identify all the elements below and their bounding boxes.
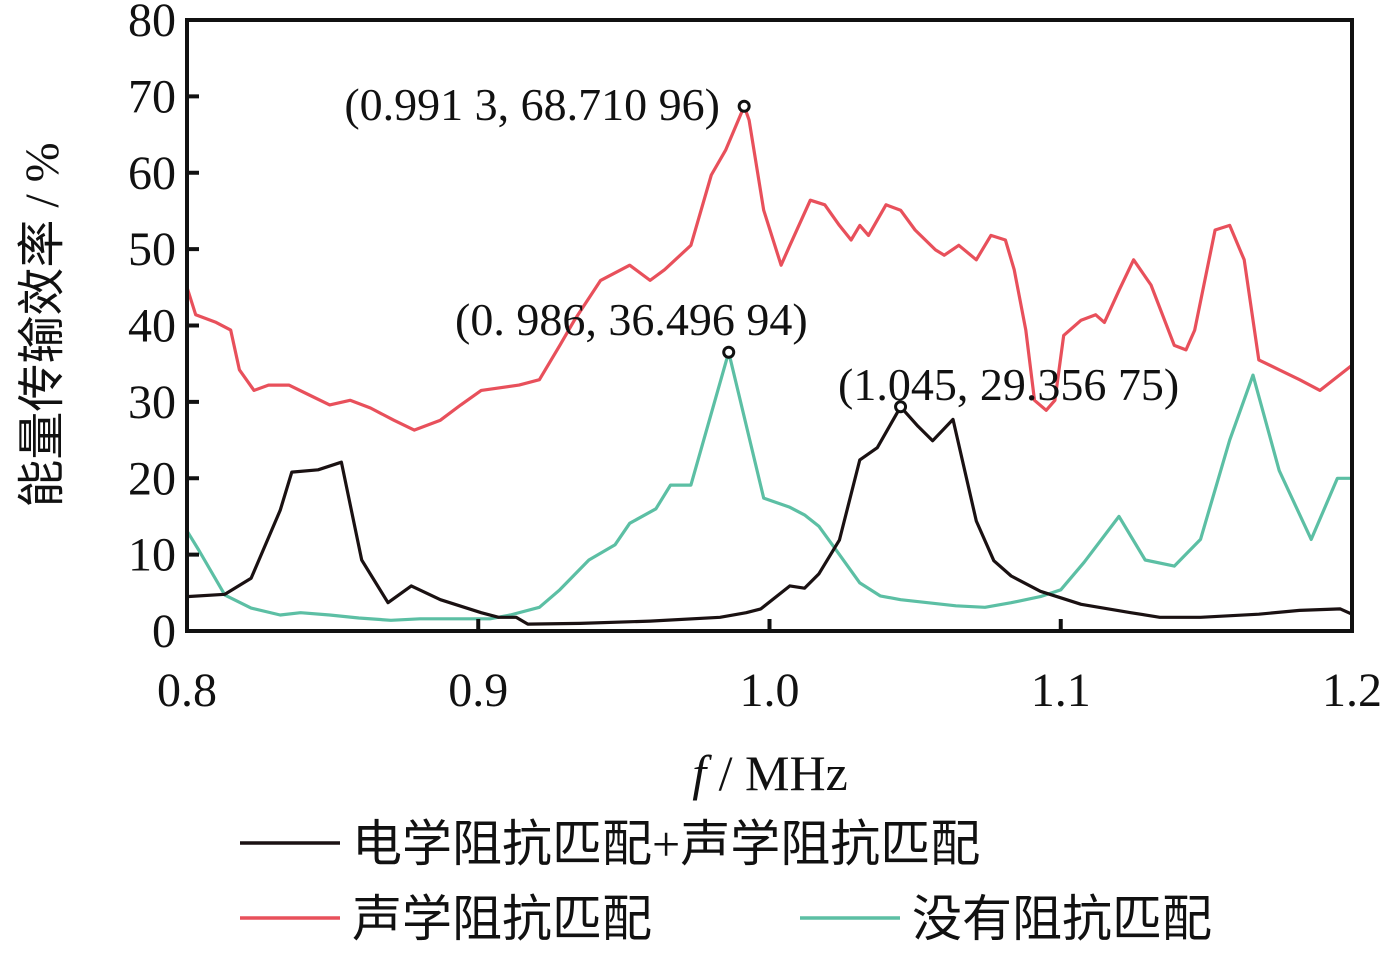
x-tick-label: 0.9 bbox=[448, 664, 508, 717]
series-line-1 bbox=[185, 104, 1353, 432]
y-tick-label: 20 bbox=[128, 452, 176, 505]
annotation-label: (1.045, 29.356 75) bbox=[838, 359, 1179, 410]
annotation-label: (0. 986, 36.496 94) bbox=[455, 294, 808, 345]
series-line-2 bbox=[185, 350, 1352, 622]
y-tick-label: 40 bbox=[128, 300, 176, 353]
y-tick-label: 30 bbox=[128, 376, 176, 429]
axis-ticks: 0 10 20 30 40 50 60 70 80 0.8 0.9 1.0 1.1 1.2 bbox=[128, 0, 1382, 717]
legend-label: 没有阻抗匹配 bbox=[912, 891, 1212, 947]
x-tick-label: 1.1 bbox=[1031, 664, 1091, 717]
legend-label: 电学阻抗匹配+声学阻抗匹配 bbox=[352, 816, 980, 872]
y-tick-label: 0 bbox=[152, 605, 176, 658]
y-tick-label: 60 bbox=[128, 147, 176, 200]
annotation-marker bbox=[737, 99, 751, 113]
y-tick-label: 50 bbox=[128, 223, 176, 276]
annotations: (0.991 3, 68.710 96) (0. 986, 36.496 94) (… bbox=[344, 79, 1179, 414]
annotation-marker bbox=[894, 400, 908, 414]
series-line-0 bbox=[186, 405, 1353, 626]
annotation-label: (0.991 3, 68.710 96) bbox=[344, 79, 720, 130]
x-axis-label: f / MHz bbox=[692, 745, 848, 801]
y-axis-label: 能量传输效率 / % bbox=[16, 142, 69, 507]
annotation-marker bbox=[722, 345, 736, 359]
x-tick-label: 1.0 bbox=[740, 664, 800, 717]
x-tick-label: 1.2 bbox=[1322, 664, 1382, 717]
series-layer bbox=[185, 104, 1353, 626]
legend-label: 声学阻抗匹配 bbox=[352, 891, 652, 947]
x-tick-label: 0.8 bbox=[157, 664, 217, 717]
y-tick-label: 70 bbox=[128, 70, 176, 123]
y-tick-label: 10 bbox=[128, 529, 176, 582]
y-tick-label: 80 bbox=[128, 0, 176, 47]
